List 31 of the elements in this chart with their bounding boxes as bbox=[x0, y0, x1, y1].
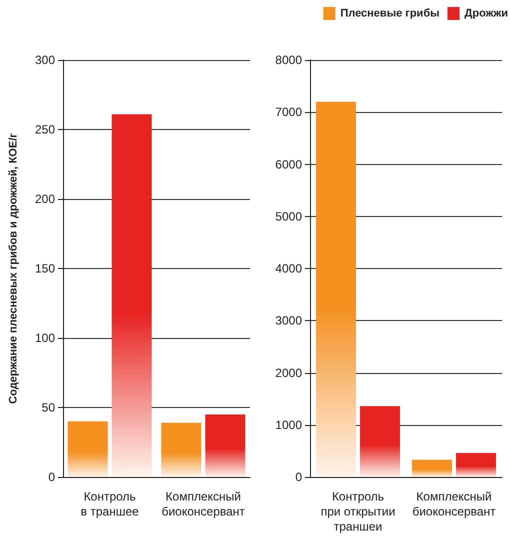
y-tick-label: 3000 bbox=[275, 314, 302, 328]
bar bbox=[161, 422, 202, 477]
y-tick-label: 8000 bbox=[275, 53, 302, 67]
y-tick-label: 0 bbox=[48, 470, 56, 484]
x-tick-label: Комплексный биоконсервант bbox=[162, 490, 246, 518]
y-axis-title: Содержание плесневых грибов и дрожжей, КОЕ/г bbox=[8, 132, 20, 404]
bar bbox=[205, 414, 246, 477]
y-tick-label: 100 bbox=[34, 331, 56, 345]
bar bbox=[412, 460, 452, 477]
bar bbox=[316, 102, 356, 477]
y-tick-label: 250 bbox=[34, 122, 56, 136]
y-tick-label: 6000 bbox=[275, 157, 302, 172]
x-tick-label: Контроль в траншее bbox=[80, 490, 140, 518]
bar bbox=[68, 421, 108, 477]
legend-label: Дрожжи bbox=[464, 8, 508, 20]
y-tick-label: 300 bbox=[34, 53, 56, 67]
bar bbox=[112, 114, 152, 477]
y-tick-label: 50 bbox=[42, 400, 56, 414]
y-tick-label: 1000 bbox=[275, 418, 302, 432]
bar bbox=[456, 453, 496, 477]
y-tick-label: 200 bbox=[34, 192, 56, 206]
bar bbox=[360, 406, 400, 477]
y-tick-label: 7000 bbox=[275, 105, 302, 120]
y-tick-label: 0 bbox=[295, 470, 302, 484]
y-tick-label: 4000 bbox=[275, 262, 302, 276]
legend-label: Плесневые грибы bbox=[340, 8, 440, 20]
x-tick-label: Контроль при открытии траншеи bbox=[320, 490, 396, 534]
y-tick-label: 2000 bbox=[275, 366, 302, 380]
y-tick-label: 150 bbox=[34, 262, 56, 276]
x-tick-label: Комплексный биоконсервант bbox=[412, 490, 496, 518]
y-tick-label: 5000 bbox=[275, 209, 302, 224]
